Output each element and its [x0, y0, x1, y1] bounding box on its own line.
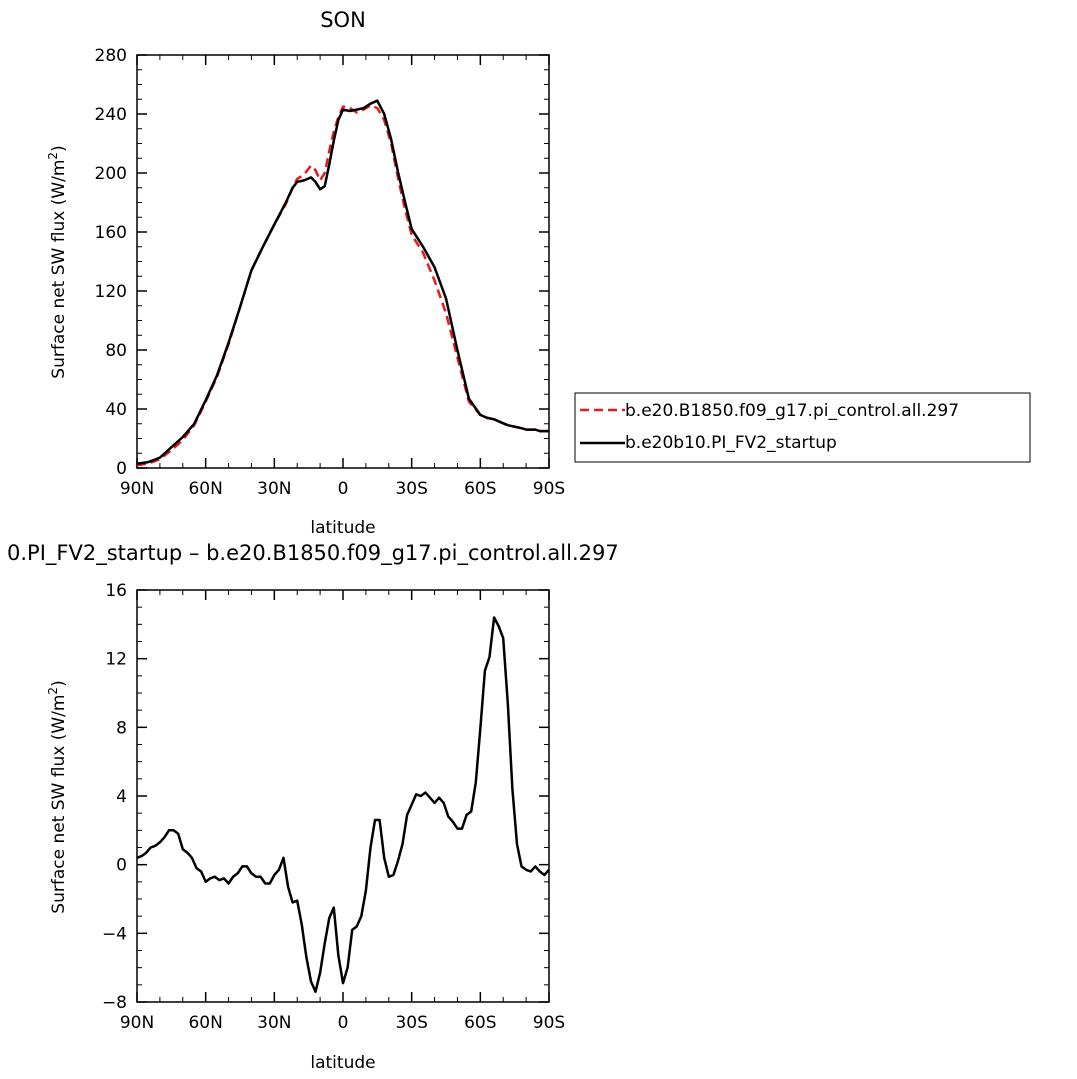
bottom-y-axis-label-close: ): [49, 680, 69, 687]
bottom-ytick-label: −8: [102, 993, 127, 1013]
top-xtick-label: 30N: [257, 479, 291, 499]
bottom-ytick-label: 8: [116, 718, 127, 738]
bottom-ytick-label: 0: [116, 856, 127, 876]
bottom-xtick-label: 90N: [120, 1013, 154, 1033]
top-xtick-label: 90N: [120, 479, 154, 499]
bottom-xtick-label: 90S: [533, 1013, 565, 1033]
bottom-ticks: 90N 60N 30N 0 30S 60S 90S −8 −4 0 4 8 12 16: [102, 581, 565, 1033]
bottom-ytick-label: 12: [105, 650, 127, 670]
top-ytick-label: 200: [95, 164, 127, 184]
top-ytick-label: 0: [116, 459, 127, 479]
bottom-ytick-label: 16: [105, 581, 127, 601]
bottom-y-axis-label-sup: 2: [46, 687, 60, 695]
top-y-axis-label-text: Surface net SW flux (W/m: [49, 160, 69, 379]
top-chart-title: SON: [320, 8, 366, 32]
top-xtick-label: 0: [338, 479, 349, 499]
top-y-axis-label-close: ): [49, 145, 69, 152]
bottom-x-axis-label: latitude: [310, 1053, 375, 1073]
top-ytick-label: 160: [95, 223, 127, 243]
bottom-y-axis-label-text: Surface net SW flux (W/m: [49, 695, 69, 914]
bottom-chart-title: 0.PI_FV2_startup – b.e20.B1850.f09_g17.p…: [7, 541, 619, 566]
bottom-xtick-label: 0: [338, 1013, 349, 1033]
top-xtick-label: 60N: [188, 479, 222, 499]
top-x-axis-label: latitude: [310, 518, 375, 538]
bottom-xtick-label: 30S: [395, 1013, 427, 1033]
top-ytick-label: 80: [105, 341, 127, 361]
top-xtick-label: 60S: [464, 479, 496, 499]
bottom-xtick-label: 60N: [188, 1013, 222, 1033]
top-y-axis-label-sup: 2: [46, 152, 60, 160]
top-ytick-label: 280: [95, 46, 127, 66]
bottom-series-line-0: [136, 616, 550, 993]
legend-label-control: b.e20.B1850.f09_g17.pi_control.all.297: [625, 401, 959, 421]
top-plot-frame: [136, 54, 550, 469]
legend-label-startup: b.e20b10.PI_FV2_startup: [625, 433, 837, 453]
top-series-line-0: [136, 103, 549, 467]
top-series-group: [136, 99, 549, 467]
top-panel: SON 90N 60N 30N 0 30S 60S 90S 0 40 80 120 160 200 240…: [46, 8, 1031, 538]
legend: b.e20.B1850.f09_g17.pi_control.all.297 b…: [574, 392, 1031, 463]
bottom-ytick-label: 4: [116, 787, 127, 807]
top-ytick-label: 40: [105, 400, 127, 420]
top-y-axis-label: Surface net SW flux (W/m2): [46, 145, 69, 378]
legend-box: [574, 392, 1031, 463]
bottom-xtick-label: 60S: [464, 1013, 496, 1033]
top-xtick-label: 90S: [533, 479, 565, 499]
bottom-ytick-label: −4: [102, 924, 127, 944]
bottom-plot-frame: [136, 589, 550, 1003]
bottom-panel: 0.PI_FV2_startup – b.e20.B1850.f09_g17.p…: [7, 541, 619, 1073]
bottom-xtick-label: 30N: [257, 1013, 291, 1033]
top-xtick-label: 30S: [395, 479, 427, 499]
top-ytick-label: 240: [95, 105, 127, 125]
top-series-line-1: [136, 99, 549, 465]
top-ytick-label: 120: [95, 282, 127, 302]
top-ticks: 90N 60N 30N 0 30S 60S 90S 0 40 80 120 160 200 240 280: [95, 46, 566, 499]
bottom-series-group: [136, 616, 550, 993]
bottom-y-axis-label: Surface net SW flux (W/m2): [46, 680, 69, 913]
